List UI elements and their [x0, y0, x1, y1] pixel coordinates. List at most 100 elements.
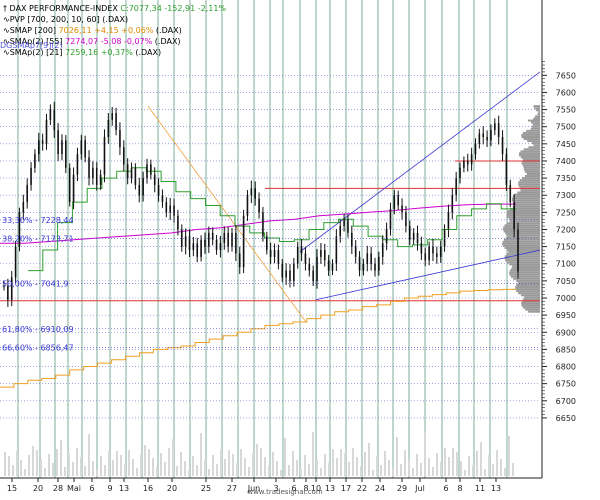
volume-profile-bar — [514, 193, 540, 196]
y-tick-label: 7300 — [556, 191, 576, 200]
price-bar-body — [463, 160, 465, 168]
volume-profile-bar — [522, 131, 540, 134]
price-bar-body — [443, 229, 446, 247]
price-bar-body — [505, 154, 508, 185]
price-bar-body — [401, 205, 403, 213]
price-bar-body — [18, 212, 21, 247]
price-bar-body — [262, 212, 264, 237]
y-tick-label: 7000 — [556, 294, 576, 303]
volume-bar — [424, 431, 426, 476]
volume-bar — [436, 453, 438, 476]
volume-bar — [104, 465, 106, 476]
volume-bar — [280, 470, 282, 476]
price-bar-body — [385, 229, 388, 244]
volume-bar — [152, 458, 154, 476]
price-bar-body — [323, 250, 326, 261]
volume-profile-bar — [510, 275, 540, 278]
price-bar-body — [320, 250, 322, 257]
sma55-line — [0, 203, 516, 244]
volume-bar — [388, 460, 390, 476]
volume-bar — [160, 453, 162, 476]
volume-profile-bar — [522, 164, 540, 167]
volume-profile-bar — [509, 220, 540, 223]
fibonacci-labels: 33,30% - 7228,44 38,20% - 7173,71 50,00% -… — [0, 216, 540, 352]
price-bar-body — [474, 143, 477, 155]
price-bar-body — [459, 167, 461, 179]
price-bar-body — [293, 263, 295, 281]
price-bar-body — [99, 174, 102, 185]
price-bar-body — [10, 277, 13, 300]
volume-profile-bar — [509, 271, 540, 274]
price-bar-body — [26, 184, 28, 203]
y-tick-label: 6900 — [556, 328, 576, 337]
x-tick-label: Jun — [247, 484, 261, 493]
price-bar-body — [231, 232, 233, 247]
volume-profile-bar — [507, 234, 540, 237]
price-bar-body — [103, 136, 106, 175]
price-bar-body — [204, 239, 206, 247]
price-bar-body — [37, 140, 40, 155]
volume-bar — [416, 454, 418, 476]
volume-profile-bar — [509, 269, 540, 272]
volume-bar — [316, 459, 318, 476]
volume-bar — [52, 463, 54, 476]
volume-bar — [12, 465, 14, 476]
volume-profile-bar — [518, 152, 540, 155]
price-bar-body — [65, 140, 67, 168]
legend-suffix: (.DAX) — [152, 37, 180, 46]
price-bar-body — [80, 140, 83, 155]
volume-bar — [108, 451, 110, 476]
volume-profile-bar — [523, 148, 540, 151]
volume-profile-bar — [504, 259, 540, 262]
support-resistance-lines — [0, 160, 540, 302]
volume-profile-bar — [537, 113, 540, 116]
volume-profile-bar — [507, 249, 540, 252]
volume-bar — [480, 442, 482, 476]
price-bar-body — [389, 208, 392, 230]
volume-bar — [272, 452, 274, 476]
price-bar-body — [412, 232, 415, 240]
volume-bar — [188, 470, 190, 476]
volume-profile-bar — [516, 279, 540, 282]
volume-bar — [448, 457, 450, 476]
price-bar-body — [177, 215, 179, 230]
price-bar-body — [76, 154, 79, 175]
x-tick-label: 10 — [311, 484, 321, 493]
x-tick-label: Mai — [67, 484, 81, 493]
price-bar-body — [265, 236, 268, 251]
volume-bar — [340, 449, 342, 476]
x-tick-label: 6 — [291, 484, 296, 493]
volume-bar — [228, 450, 230, 476]
volume-profile-bar — [502, 244, 540, 247]
price-bar-body — [447, 212, 450, 230]
volume-profile-bar — [519, 154, 540, 157]
price-bar-body — [184, 236, 187, 247]
volume-profile-bar — [531, 142, 540, 145]
volume-profile-bar — [523, 166, 540, 169]
price-bar-body — [300, 246, 303, 254]
price-bar-body — [45, 119, 48, 144]
volume-bar — [476, 451, 478, 476]
price-bar-body — [142, 178, 144, 196]
price-bar-body — [68, 167, 71, 203]
volume-profile-bar — [535, 109, 540, 112]
volume-bar — [208, 469, 210, 476]
volume-bar — [404, 450, 406, 476]
volume-bar — [84, 466, 86, 476]
x-tick-label: 6 — [443, 484, 448, 493]
downtrend-line — [147, 105, 307, 323]
volume-profile-bar — [534, 107, 540, 110]
volume-profile-bar — [502, 242, 540, 245]
volume-profile-bar — [527, 119, 540, 122]
volume-bar — [364, 452, 366, 476]
volume-bar — [304, 455, 306, 476]
price-bar-body — [161, 195, 164, 203]
price-bar-body — [134, 167, 137, 185]
vertical-grid — [17, 0, 508, 478]
x-tick-label: 15 — [7, 484, 17, 493]
volume-bar — [500, 459, 502, 476]
volume-profile-bar — [518, 292, 540, 295]
volume-profile-bar — [523, 138, 540, 141]
volume-profile-bar — [528, 310, 540, 313]
price-bar-body — [153, 174, 156, 185]
